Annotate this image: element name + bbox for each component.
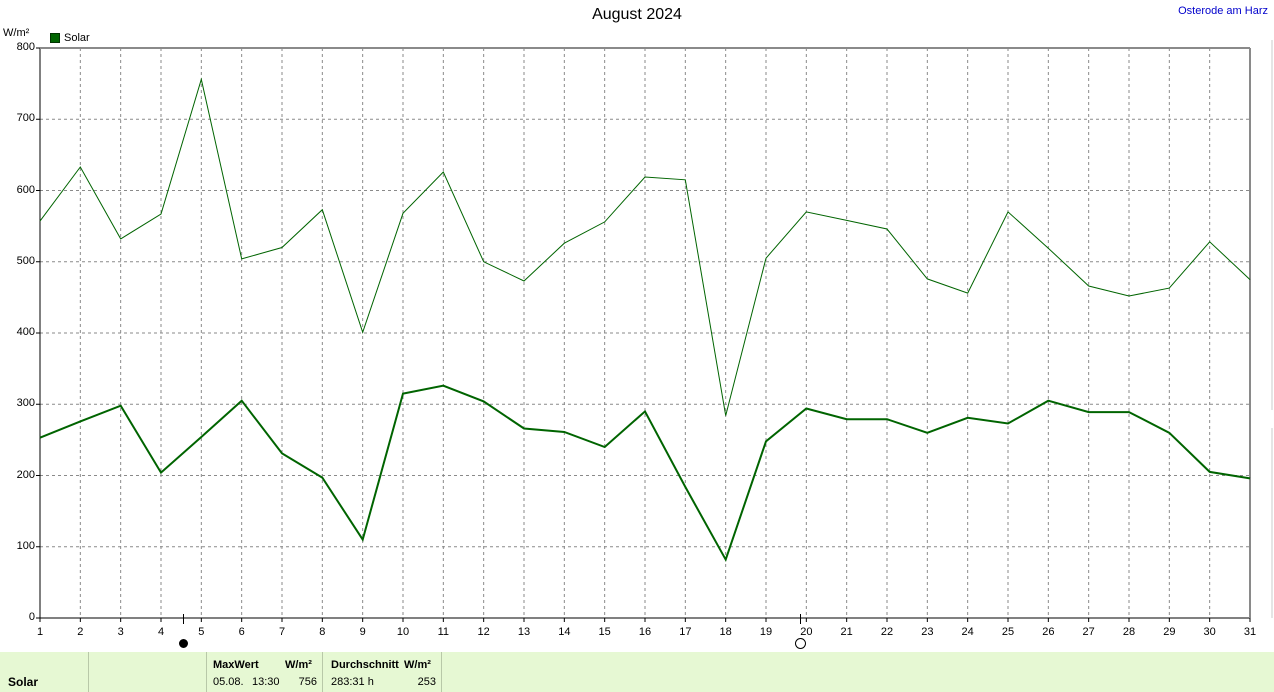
x-tick-label: 2 <box>77 626 84 638</box>
x-tick-label: 12 <box>477 626 490 638</box>
x-tick-label: 9 <box>359 626 366 638</box>
avg-unit: W/m² <box>404 659 431 671</box>
x-tick-label: 28 <box>1122 626 1136 638</box>
y-tick-label: 500 <box>16 254 35 267</box>
x-tick-label: 1 <box>36 626 44 638</box>
x-tick-label: 31 <box>1243 626 1257 638</box>
x-tick-label: 17 <box>679 626 692 638</box>
x-tick-label: 19 <box>759 626 773 638</box>
summary-footer: Solar MaxWert W/m² 05.08. 13:30 756 Durc… <box>0 652 1274 692</box>
x-tick-label: 30 <box>1203 626 1216 638</box>
footer-rest-cell <box>441 652 1274 692</box>
footer-empty-cell <box>88 652 207 692</box>
max-time: 13:30 <box>252 676 280 688</box>
right-edge-strip-lower <box>1271 428 1273 618</box>
x-tick-label: 21 <box>840 626 853 638</box>
legend: Solar <box>50 32 90 44</box>
x-tick-label: 15 <box>598 626 611 638</box>
chart-title: August 2024 <box>592 6 682 23</box>
location-label[interactable]: Osterode am Harz <box>1178 5 1268 17</box>
x-tick-label: 20 <box>800 626 813 638</box>
avg-value: 253 <box>417 676 436 688</box>
y-tick-label: 0 <box>28 611 35 623</box>
footer-series-label: Solar <box>8 675 39 689</box>
footer-label-cell: Solar <box>0 652 88 692</box>
x-tick-label: 16 <box>638 626 652 638</box>
x-tick-label: 23 <box>921 626 934 638</box>
max-date: 05.08. <box>213 676 244 688</box>
x-tick-label: 24 <box>961 626 974 638</box>
x-tick-label: 25 <box>1001 626 1015 638</box>
x-tick-label: 18 <box>719 626 732 638</box>
x-tick-label: 22 <box>880 626 894 638</box>
footer-max-cell: MaxWert W/m² 05.08. 13:30 756 <box>206 652 323 692</box>
series-line-maximum <box>39 77 1251 416</box>
y-tick-label: 200 <box>16 468 35 481</box>
x-tick-label: 5 <box>198 626 205 638</box>
x-tick-label: 29 <box>1163 626 1176 638</box>
x-tick-label: 11 <box>437 626 450 638</box>
full-moon-icon <box>795 638 806 649</box>
x-tick-label: 10 <box>396 626 410 638</box>
y-tick-label: 600 <box>16 183 35 196</box>
avg-title: Durchschnitt <box>331 659 399 671</box>
x-tick-label: 4 <box>157 626 165 638</box>
x-tick-label: 27 <box>1082 626 1095 638</box>
y-tick-label: 400 <box>16 326 35 338</box>
x-tick-label: 14 <box>558 626 571 638</box>
y-axis-unit: W/m² <box>3 27 30 39</box>
max-unit: W/m² <box>285 659 312 671</box>
right-edge-strip <box>1271 40 1273 410</box>
legend-swatch-solar <box>50 33 60 43</box>
chart-canvas <box>36 47 1251 622</box>
x-tick-label: 26 <box>1042 626 1055 638</box>
new-moon-icon <box>179 639 188 648</box>
y-tick-label: 800 <box>16 41 35 53</box>
avg-duration: 283:31 h <box>331 676 374 688</box>
x-tick-label: 3 <box>117 626 124 638</box>
x-tick-label: 13 <box>517 626 531 638</box>
x-tick-label: 7 <box>278 626 286 638</box>
moon-phase-tick <box>800 614 801 624</box>
y-tick-label: 100 <box>16 539 35 552</box>
x-tick-label: 6 <box>238 626 245 638</box>
max-title: MaxWert <box>213 659 259 671</box>
max-value: 756 <box>298 676 317 688</box>
moon-phase-tick <box>183 614 184 624</box>
y-tick-label: 300 <box>16 397 35 410</box>
series-line-average <box>39 384 1251 563</box>
y-tick-label: 700 <box>16 112 35 125</box>
x-tick-label: 8 <box>319 626 326 638</box>
legend-label-solar: Solar <box>64 32 90 44</box>
footer-avg-cell: Durchschnitt W/m² 283:31 h 253 <box>322 652 442 692</box>
